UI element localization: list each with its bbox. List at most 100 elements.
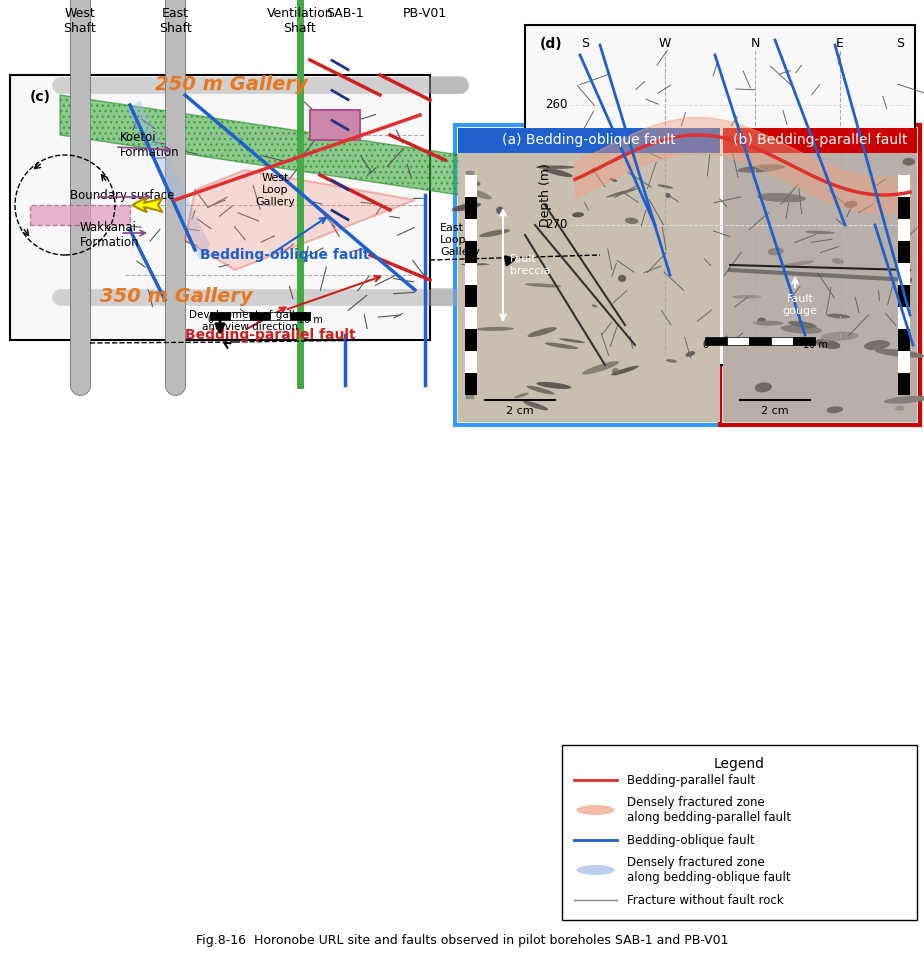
Ellipse shape [467,189,492,200]
Bar [525,25,915,365]
Bar [230,312,250,320]
Ellipse shape [781,261,815,267]
Bar [458,128,720,422]
Ellipse shape [686,351,695,357]
Text: Bedding-parallel fault: Bedding-parallel fault [627,774,755,787]
Text: Fig.8-16  Horonobe URL site and faults observed in pilot boreholes SAB-1 and PB-: Fig.8-16 Horonobe URL site and faults ob… [196,934,728,947]
Bar [458,128,720,153]
Text: Bedding-oblique fault: Bedding-oblique fault [627,834,755,846]
Ellipse shape [752,321,784,326]
Text: East
Loop
Gallery: East Loop Gallery [440,223,480,257]
Bar [898,241,910,263]
Ellipse shape [827,314,850,319]
Ellipse shape [610,178,617,181]
Text: Bedding-oblique fault: Bedding-oblique fault [200,248,370,262]
Text: (b) Bedding-parallel fault: (b) Bedding-parallel fault [733,133,907,147]
Bar [310,110,360,140]
Bar [465,263,477,285]
Text: (d): (d) [540,37,563,51]
Polygon shape [128,100,210,260]
Bar [720,125,920,425]
Bar [465,351,477,373]
Bar [465,219,477,241]
Text: W: W [659,37,671,50]
Bar [465,197,477,219]
Text: S: S [896,37,904,50]
Ellipse shape [577,865,614,875]
Text: E: E [836,37,844,50]
Text: Boundary surface: Boundary surface [70,188,175,202]
Bar [210,312,230,320]
Text: Fracture without fault rock: Fracture without fault rock [627,894,784,906]
Ellipse shape [844,201,857,208]
Text: 0: 0 [702,340,708,350]
Ellipse shape [591,305,598,308]
Ellipse shape [864,340,890,350]
Bar [727,337,749,345]
Ellipse shape [788,321,817,329]
Ellipse shape [786,326,801,330]
Ellipse shape [901,371,910,374]
Ellipse shape [467,180,480,186]
Text: 2 cm: 2 cm [761,406,789,416]
Bar [793,337,815,345]
Ellipse shape [523,401,548,411]
Ellipse shape [543,168,573,177]
Bar [465,329,477,351]
Text: 250 m Gallery: 250 m Gallery [155,75,308,95]
Ellipse shape [821,331,858,341]
Ellipse shape [496,206,504,214]
Text: 350 m Gallery: 350 m Gallery [100,287,253,307]
Ellipse shape [815,339,841,349]
Text: (a) Bedding-oblique fault: (a) Bedding-oblique fault [502,133,675,147]
Ellipse shape [606,188,638,198]
Ellipse shape [528,328,557,337]
Text: Development of gallery
and view direction: Development of gallery and view directio… [188,310,311,332]
Bar [705,337,727,345]
Ellipse shape [821,337,833,342]
Ellipse shape [768,247,784,255]
Ellipse shape [572,212,584,218]
Text: 0: 0 [207,315,213,325]
Ellipse shape [537,382,571,389]
Ellipse shape [755,382,772,393]
Text: 270: 270 [544,219,567,231]
Ellipse shape [875,349,924,358]
Text: 10 m: 10 m [803,340,827,350]
Text: Ventilation
Shaft: Ventilation Shaft [267,7,334,35]
Text: East
Shaft: East Shaft [159,7,191,35]
Bar [898,285,910,307]
Bar [465,285,477,307]
Text: Fault
breccia: Fault breccia [510,254,551,276]
Text: Koetoi
Formation: Koetoi Formation [120,131,179,159]
Bar [465,241,477,263]
Polygon shape [185,170,415,270]
Ellipse shape [826,406,843,414]
Bar [10,75,430,340]
Ellipse shape [611,366,638,375]
Ellipse shape [832,258,844,264]
Text: PB-V01: PB-V01 [403,7,447,20]
Ellipse shape [732,295,761,299]
Bar [465,373,477,395]
Ellipse shape [805,231,835,234]
Bar [562,745,917,920]
Text: West
Loop
Gallery: West Loop Gallery [255,174,295,206]
Bar [30,205,130,225]
Ellipse shape [780,325,822,334]
Text: Fault
gouge: Fault gouge [783,294,818,316]
Bar [250,312,270,320]
Bar [465,307,477,329]
Text: SAB-1: SAB-1 [326,7,364,20]
Ellipse shape [515,393,529,398]
Bar [723,128,917,422]
Ellipse shape [758,317,766,323]
Bar [290,312,310,320]
Ellipse shape [737,164,785,173]
Bar [898,373,910,395]
Ellipse shape [577,805,614,815]
Ellipse shape [625,218,638,224]
Bar [749,337,771,345]
Text: N: N [750,37,760,50]
Ellipse shape [461,264,490,265]
